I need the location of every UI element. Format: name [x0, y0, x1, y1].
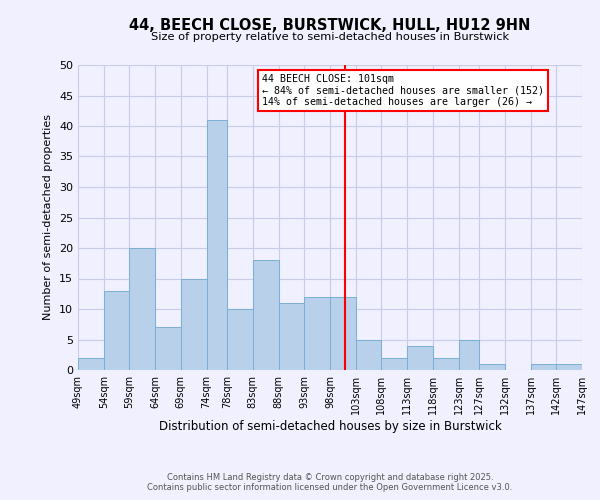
Bar [155, 328, 181, 370]
Bar [356, 340, 382, 370]
Bar [330, 297, 356, 370]
Bar [304, 297, 330, 370]
Y-axis label: Number of semi-detached properties: Number of semi-detached properties [43, 114, 53, 320]
Bar [407, 346, 433, 370]
Bar [253, 260, 278, 370]
Bar [433, 358, 458, 370]
Bar [382, 358, 407, 370]
Bar [78, 358, 104, 370]
Text: 44, BEECH CLOSE, BURSTWICK, HULL, HU12 9HN: 44, BEECH CLOSE, BURSTWICK, HULL, HU12 9… [130, 18, 530, 32]
Text: Size of property relative to semi-detached houses in Burstwick: Size of property relative to semi-detach… [151, 32, 509, 42]
Bar [530, 364, 556, 370]
Bar [278, 303, 304, 370]
Bar [227, 309, 253, 370]
Bar [479, 364, 505, 370]
Bar [458, 340, 479, 370]
Text: 44 BEECH CLOSE: 101sqm
← 84% of semi-detached houses are smaller (152)
14% of se: 44 BEECH CLOSE: 101sqm ← 84% of semi-det… [262, 74, 544, 108]
Bar [556, 364, 582, 370]
Bar [130, 248, 155, 370]
Bar [181, 278, 206, 370]
Bar [206, 120, 227, 370]
Bar [104, 290, 130, 370]
X-axis label: Distribution of semi-detached houses by size in Burstwick: Distribution of semi-detached houses by … [158, 420, 502, 433]
Text: Contains HM Land Registry data © Crown copyright and database right 2025.
Contai: Contains HM Land Registry data © Crown c… [148, 473, 512, 492]
